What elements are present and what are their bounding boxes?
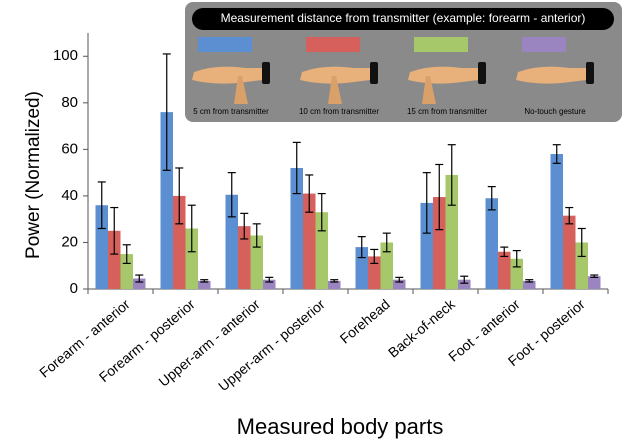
arm [408,66,478,84]
transmitter [586,62,594,84]
error-bar [317,192,326,232]
legend-arm-image [192,62,270,104]
bar [108,230,121,289]
legend-label: 5 cm from transmitter [193,107,269,116]
arm [300,66,370,84]
error-bar [565,206,574,225]
bar [393,279,406,289]
error-bar [590,274,599,278]
error-bar [577,227,586,258]
y-tick-label: 0 [70,280,78,297]
error-bar [240,212,249,240]
transmitter [478,62,486,84]
bar [498,251,511,289]
error-bar [512,250,521,268]
error-bar [447,144,456,206]
bar [420,202,433,289]
x-tick-label: Upper-arm - posterior [215,296,328,394]
bar [328,280,341,289]
legend-swatch [522,37,566,52]
error-bar [200,279,209,283]
bar [433,197,446,289]
error-bar [382,232,391,253]
legend-label: 10 cm from transmitter [299,107,379,116]
error-bar [252,223,261,248]
bar [198,280,211,289]
legend-title: Measurement distance from transmitter (e… [221,11,586,25]
error-bar [305,174,314,213]
y-tick-label: 80 [61,94,78,111]
transmitter [370,62,378,84]
error-bar [500,246,509,258]
y-axis-label: Power (Normalized) [23,91,44,259]
legend-arm-image [408,62,486,104]
legend-swatch [306,37,360,52]
arm [516,66,586,84]
bar [290,167,303,289]
bar [550,154,563,289]
error-bar [525,279,534,283]
error-bar [122,244,131,264]
bar [380,242,393,289]
y-tick-label: 60 [61,140,78,157]
bar [303,193,316,289]
x-axis-label: Measured body parts [237,414,444,439]
error-bar [357,236,366,259]
error-bar [265,276,274,283]
legend-box [185,2,622,122]
legend-arm-image [516,62,594,84]
finger [234,76,248,104]
legend-arm-image [300,62,378,104]
legend: Measurement distance from transmitter (e… [185,2,622,122]
legend-label: 15 cm from transmitter [407,107,487,116]
bar [458,279,471,289]
error-bar [187,204,196,253]
bar [133,278,146,289]
error-bar [330,279,339,283]
error-bar [395,276,404,283]
y-tick-label: 100 [53,47,78,64]
legend-swatch [198,37,252,52]
error-bar [552,144,561,164]
bar [173,195,186,289]
error-bar [422,172,431,234]
error-bar [460,275,469,284]
bar [523,280,536,289]
finger [328,76,342,104]
error-bar [292,141,301,195]
legend-swatch [414,37,468,52]
error-bar [110,206,119,255]
error-bar [227,172,236,218]
arm [192,66,262,84]
bar [238,226,251,289]
bar [185,228,198,289]
bar [368,256,381,289]
bar [160,112,173,289]
bar [588,276,601,289]
legend-title-pill [192,8,614,30]
error-bar [175,167,184,225]
transmitter [262,62,270,84]
bar [445,174,458,289]
bar [250,235,263,289]
error-bar [487,186,496,211]
bar [575,242,588,289]
y-tick-label: 40 [61,187,78,204]
bar [485,198,498,289]
finger [422,76,436,104]
error-bar [162,53,171,171]
bar [225,194,238,289]
error-bar [435,163,444,231]
bar [95,205,108,289]
y-tick-label: 20 [61,233,78,250]
error-bar [370,248,379,264]
bar [563,215,576,289]
error-bar [135,274,144,283]
x-tick-label: Forehead [337,296,393,347]
legend-label: No-touch gesture [524,107,586,116]
error-bar [97,181,106,230]
bar [263,279,276,289]
